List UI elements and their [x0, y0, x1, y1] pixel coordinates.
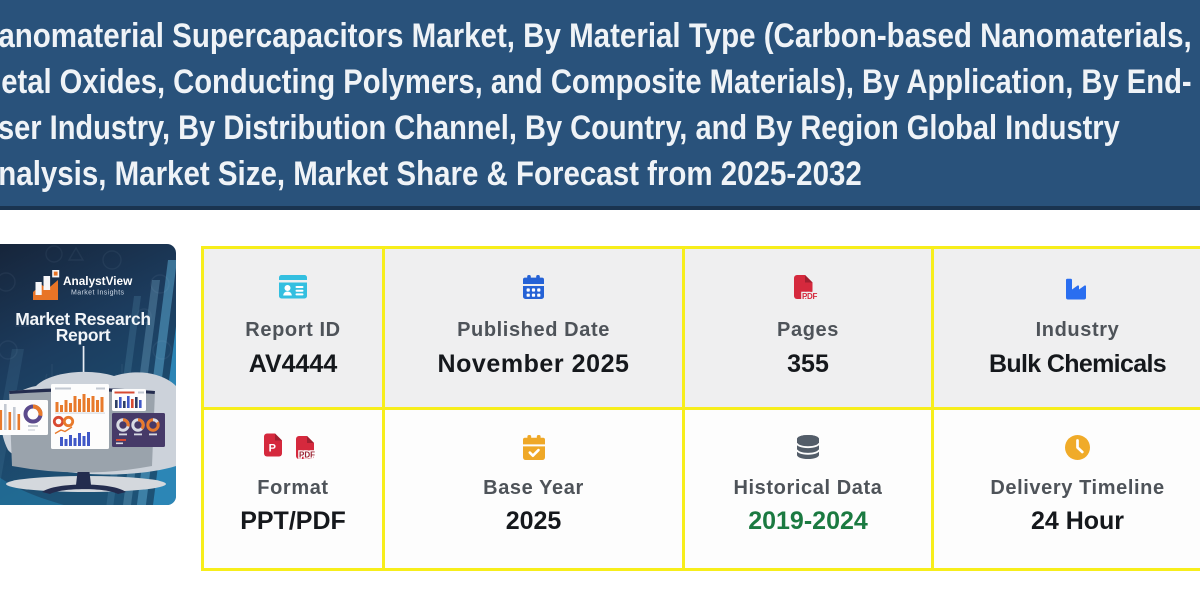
svg-text:AnalystView: AnalystView [63, 274, 133, 288]
svg-text:PDF: PDF [802, 292, 818, 301]
svg-text:Market Research: Market Research [15, 309, 151, 329]
svg-text:PDF: PDF [299, 451, 315, 460]
svg-text:P: P [268, 443, 275, 455]
svg-text:Market Insights: Market Insights [71, 290, 125, 297]
svg-text:Report: Report [56, 325, 111, 345]
